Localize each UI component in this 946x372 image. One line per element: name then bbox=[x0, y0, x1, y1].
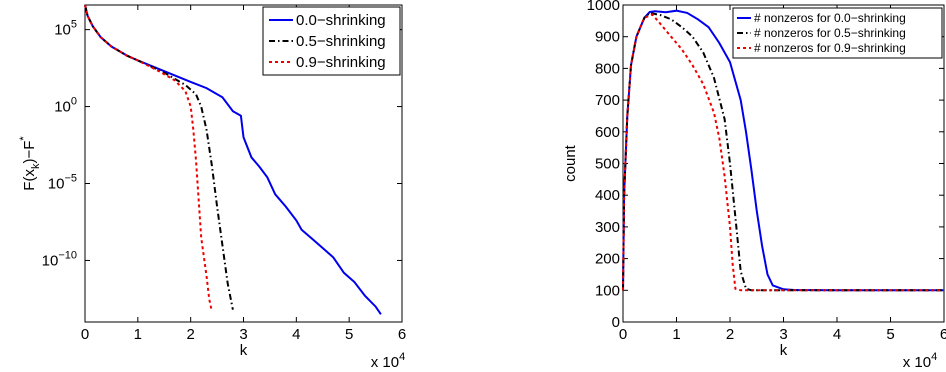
legend-entry: # nonzeros for 0.5−shrinking bbox=[754, 26, 906, 40]
x-axis-label: k bbox=[240, 342, 248, 359]
legend-2: # nonzeros for 0.0−shrinking# nonzeros f… bbox=[732, 7, 943, 59]
legend-entry: 0.9−shrinking bbox=[296, 54, 386, 71]
y-tick-label: 10−10 bbox=[42, 249, 77, 269]
y-tick-label: 200 bbox=[595, 251, 620, 268]
y-tick-label: 700 bbox=[595, 92, 620, 109]
legend-entry: 0.0−shrinking bbox=[296, 12, 386, 29]
y-tick-label: 100 bbox=[54, 96, 77, 116]
x-tick-label: 4 bbox=[292, 326, 300, 343]
y-tick-label: 600 bbox=[595, 124, 620, 141]
chart-1: 0 1 2 3 4 5 6 105 100 10−5 10−10 k x 104 F(xk)−F* 0.0−… bbox=[18, 4, 406, 371]
legend-entry: # nonzeros for 0.0−shrinking bbox=[754, 11, 906, 25]
y-tick-label: 400 bbox=[595, 187, 620, 204]
y-tick-label: 10−5 bbox=[48, 173, 77, 193]
legend-entry: # nonzeros for 0.9−shrinking bbox=[754, 41, 906, 55]
x-tick-label: 1 bbox=[672, 326, 680, 343]
x-multiplier: x 104 bbox=[371, 351, 405, 371]
x-tick-label: 3 bbox=[239, 326, 247, 343]
x-tick-label: 0 bbox=[81, 326, 89, 343]
x-tick-label: 6 bbox=[398, 326, 406, 343]
x-axis-label: k bbox=[780, 342, 788, 359]
x-tick-label: 0 bbox=[619, 326, 627, 343]
legend-box bbox=[732, 7, 943, 59]
x-tick-label: 6 bbox=[940, 326, 946, 343]
y-axis-label: F(xk)−F* bbox=[18, 136, 42, 191]
y-tick-label: 500 bbox=[595, 156, 620, 173]
y-tick-label: 300 bbox=[595, 219, 620, 236]
x-tick-label: 5 bbox=[886, 326, 894, 343]
x-tick-label: 4 bbox=[833, 326, 841, 343]
y-tick-label: 1000 bbox=[587, 0, 620, 14]
y-axis-label: count bbox=[562, 144, 579, 182]
x-tick-label: 1 bbox=[134, 326, 142, 343]
y-tick-label: 100 bbox=[595, 282, 620, 299]
x-tick-label: 3 bbox=[779, 326, 787, 343]
y-tick-label: 0 bbox=[612, 314, 620, 331]
series-line-3 bbox=[622, 13, 944, 292]
x-tick-label: 2 bbox=[186, 326, 194, 343]
legend-entry: 0.5−shrinking bbox=[296, 33, 386, 50]
x-tick-label: 5 bbox=[345, 326, 353, 343]
y-tick-label: 105 bbox=[54, 19, 77, 39]
y-tick-label: 900 bbox=[595, 29, 620, 46]
x-tick-label: 2 bbox=[726, 326, 734, 343]
x-multiplier: x 104 bbox=[903, 351, 937, 371]
chart-2: 0 1 2 3 4 5 6 0 100 200 300 400 500 600 700 800 900 1000 k… bbox=[562, 0, 946, 371]
legend-1: 0.0−shrinking 0.5−shrinking 0.9−shrinking bbox=[262, 6, 401, 76]
y-tick-label: 800 bbox=[595, 60, 620, 77]
